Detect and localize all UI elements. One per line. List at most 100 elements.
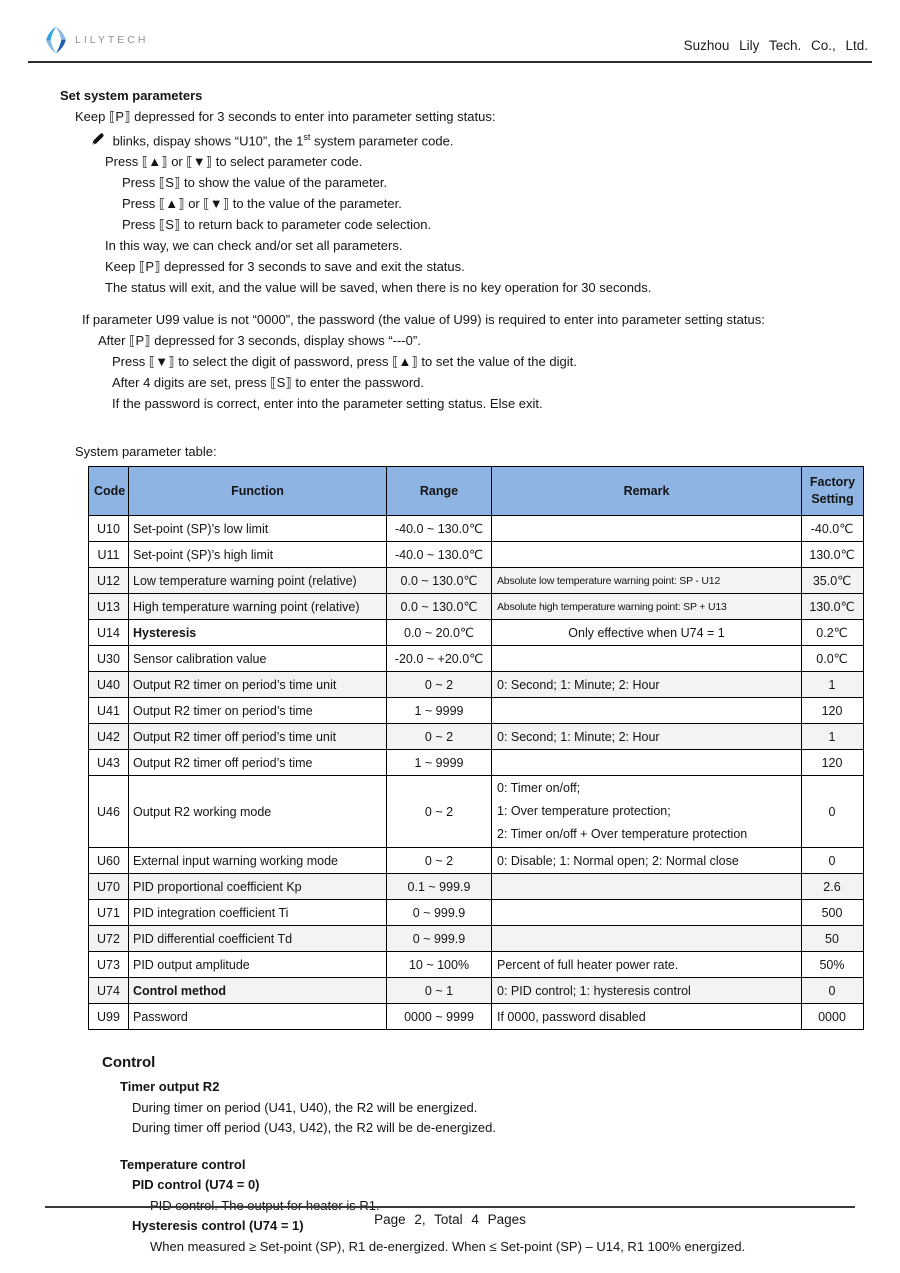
page-content: Set system parameters Keep ⟦P⟧ depressed… — [0, 88, 900, 1257]
cell-remark: If 0000, password disabled — [491, 1003, 802, 1031]
cell-code: U13 — [88, 593, 129, 621]
cell-fn: Low temperature warning point (relative) — [128, 567, 387, 595]
cell-remark — [491, 873, 802, 901]
text-line: If the password is correct, enter into t… — [112, 396, 543, 412]
text-fragment: blinks, dispay shows “U10”, the 1 — [112, 133, 304, 149]
cell-code: U12 — [88, 567, 129, 595]
table-header-row: Code Function Range Remark Factory Setti… — [88, 466, 864, 517]
cell-remark: Absolute low temperature warning point: … — [491, 567, 802, 595]
cell-factory: 0000 — [801, 1003, 864, 1031]
cell-code: U41 — [88, 697, 129, 725]
page-number-text: Page 2, Total 4 Pages — [374, 1212, 526, 1227]
text-line: Press ⟦▼⟧ to select the digit of passwor… — [112, 354, 577, 370]
cell-range: 0 ~ 2 — [386, 847, 492, 875]
table-row: U10 Set-point (SP)’s low limit -40.0 ~ 130… — [88, 515, 864, 543]
remark-line: 1: Over temperature protection; — [497, 804, 671, 819]
table-body: U10 Set-point (SP)’s low limit -40.0 ~ 130… — [88, 515, 864, 1031]
cell-range: 0 ~ 999.9 — [386, 925, 492, 953]
cell-fn: PID output amplitude — [128, 951, 387, 979]
lilytech-logo-icon — [46, 26, 66, 54]
table-row: U74 Control method 0 ~ 1 0: PID control; 1:… — [88, 977, 864, 1005]
table-row: U13 High temperature warning point (relat… — [88, 593, 864, 621]
header-rule — [28, 61, 872, 63]
cell-code: U43 — [88, 749, 129, 777]
cell-factory: 1 — [801, 671, 864, 699]
table-row: U11 Set-point (SP)’s high limit -40.0 ~ 13… — [88, 541, 864, 569]
company-logo: LILYTECH — [44, 26, 148, 54]
subheading: PID control (U74 = 0) — [132, 1177, 260, 1193]
text-line: Press ⟦▲⟧ or ⟦▼⟧ to select parameter cod… — [105, 154, 363, 170]
cell-factory: 130.0℃ — [801, 541, 864, 569]
cell-code: U11 — [88, 541, 129, 569]
cell-remark: 0: Disable; 1: Normal open; 2: Normal cl… — [491, 847, 802, 875]
cell-range: 0 ~ 999.9 — [386, 899, 492, 927]
cell-fn: Sensor calibration value — [128, 645, 387, 673]
cell-factory: 0 — [801, 775, 864, 849]
page-footer: Page 2, Total 4 Pages — [45, 1206, 855, 1227]
cell-range: 1 ~ 9999 — [386, 697, 492, 725]
text-line: Keep ⟦P⟧ depressed for 3 seconds to save… — [105, 259, 465, 275]
cell-range: 0 ~ 2 — [386, 775, 492, 849]
cell-factory: 0 — [801, 847, 864, 875]
table-row: U72 PID differential coefficient Td 0 ~ 99… — [88, 925, 864, 953]
cell-remark: Absolute high temperature warning point:… — [491, 593, 802, 621]
cell-fn: PID integration coefficient Ti — [128, 899, 387, 927]
cell-code: U60 — [88, 847, 129, 875]
cell-fn: Output R2 working mode — [128, 775, 387, 849]
company-name: Suzhou Lily Tech. Co., Ltd. — [683, 38, 868, 53]
cell-fn: Set-point (SP)’s high limit — [128, 541, 387, 569]
password-paragraph: If parameter U99 value is not “0000”, th… — [60, 309, 870, 414]
text-line: After ⟦P⟧ depressed for 3 seconds, displ… — [98, 333, 421, 349]
cell-fn: PID differential coefficient Td — [128, 925, 387, 953]
cell-range: 10 ~ 100% — [386, 951, 492, 979]
table-header: Code Function Range Remark Factory Setti… — [88, 466, 864, 517]
cell-fn: Output R2 timer on period’s time — [128, 697, 387, 725]
section-title-set-system-parameters: Set system parameters — [60, 88, 203, 103]
page-header: LILYTECH Suzhou Lily Tech. Co., Ltd. — [0, 0, 900, 61]
cell-code: U73 — [88, 951, 129, 979]
text-line: In this way, we can check and/or set all… — [105, 238, 403, 254]
cell-factory: 35.0℃ — [801, 567, 864, 595]
text-line: Press ⟦S⟧ to show the value of the param… — [122, 175, 388, 191]
cell-range: 0 ~ 2 — [386, 723, 492, 751]
table-row: U46 Output R2 working mode 0 ~ 2 0: Timer o… — [88, 775, 864, 849]
cell-fn: PID proportional coefficient Kp — [128, 873, 387, 901]
table-row: U99 Password 0000 ~ 9999 If 0000, password … — [88, 1003, 864, 1031]
cell-factory: 130.0℃ — [801, 593, 864, 621]
table-row: U73 PID output amplitude 10 ~ 100% Percent … — [88, 951, 864, 979]
cell-factory: -40.0℃ — [801, 515, 864, 543]
cell-remark: 0: Second; 1: Minute; 2: Hour — [491, 671, 802, 699]
cell-remark: 0: Timer on/off; 1: Over temperature prot… — [491, 775, 802, 849]
table-row: U30 Sensor calibration value -20.0 ~ +20.0… — [88, 645, 864, 673]
text-line: blinks, dispay shows “U10”, the 1st syst… — [60, 127, 870, 151]
cell-fn: External input warning working mode — [128, 847, 387, 875]
text-line: Press ⟦S⟧ to return back to parameter co… — [122, 217, 432, 233]
subheading: Hysteresis control (U74 = 1) — [132, 1218, 304, 1234]
cell-code: U30 — [88, 645, 129, 673]
cell-remark — [491, 541, 802, 569]
cell-factory: 2.6 — [801, 873, 864, 901]
cell-range: 0000 ~ 9999 — [386, 1003, 492, 1031]
text-line: If parameter U99 value is not “0000”, th… — [82, 312, 765, 328]
cell-remark: Percent of full heater power rate. — [491, 951, 802, 979]
cell-fn: Hysteresis — [128, 619, 387, 647]
cell-range: 1 ~ 9999 — [386, 749, 492, 777]
cell-remark: 0: PID control; 1: hysteresis control — [491, 977, 802, 1005]
cell-factory: 0.0℃ — [801, 645, 864, 673]
cell-range: 0 ~ 2 — [386, 671, 492, 699]
control-paragraphs: Timer output R2 During timer on period (U… — [102, 1077, 870, 1257]
text-line: Press ⟦▲⟧ or ⟦▼⟧ to the value of the par… — [122, 196, 402, 212]
cell-code: U10 — [88, 515, 129, 543]
cell-range: 0.0 ~ 20.0℃ — [386, 619, 492, 647]
pen-icon — [91, 133, 104, 146]
cell-code: U72 — [88, 925, 129, 953]
set-system-parameters-paragraph: Keep ⟦P⟧ depressed for 3 seconds to ente… — [60, 106, 870, 298]
cell-remark — [491, 697, 802, 725]
cell-factory: 500 — [801, 899, 864, 927]
cell-remark: 0: Second; 1: Minute; 2: Hour — [491, 723, 802, 751]
cell-fn: Password — [128, 1003, 387, 1031]
cell-range: -40.0 ~ 130.0℃ — [386, 515, 492, 543]
text-line: The status will exit, and the value will… — [105, 280, 652, 296]
table-row: U60 External input warning working mode 0 … — [88, 847, 864, 875]
